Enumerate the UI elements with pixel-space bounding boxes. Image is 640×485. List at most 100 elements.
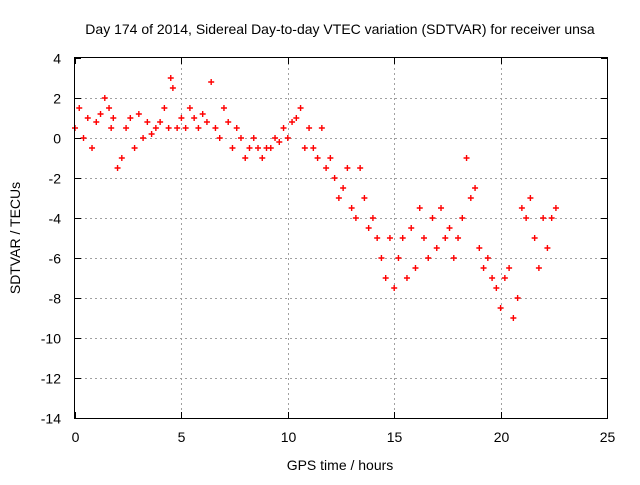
data-point — [514, 295, 521, 301]
data-point — [212, 125, 219, 131]
data-point — [246, 145, 253, 151]
data-point — [237, 135, 244, 141]
data-point — [420, 235, 427, 241]
data-point — [352, 215, 359, 221]
data-point — [446, 225, 453, 231]
x-axis: 0 5 10 15 20 25 — [72, 58, 616, 445]
data-point — [289, 119, 296, 125]
data-point — [310, 145, 317, 151]
data-point — [510, 315, 517, 321]
data-point — [518, 205, 525, 211]
y-tick-label: -8 — [49, 291, 62, 307]
data-point — [335, 195, 342, 201]
data-point — [348, 205, 355, 211]
data-point — [318, 125, 325, 131]
data-point — [110, 115, 117, 121]
data-point — [408, 225, 415, 231]
data-point — [89, 145, 96, 151]
y-tick-label: -12 — [41, 371, 61, 387]
data-point — [169, 85, 176, 91]
data-point — [382, 275, 389, 281]
data-point — [438, 205, 445, 211]
data-point — [455, 235, 462, 241]
y-tick-label: -4 — [49, 211, 62, 227]
data-point — [331, 175, 338, 181]
data-point — [118, 155, 125, 161]
data-point — [450, 255, 457, 261]
data-point — [463, 155, 470, 161]
data-point — [340, 185, 347, 191]
data-point — [97, 111, 104, 117]
data-point — [429, 215, 436, 221]
data-point — [506, 265, 513, 271]
x-tick-label: 15 — [387, 429, 403, 445]
y-tick-label: 2 — [53, 91, 61, 107]
data-point — [344, 165, 351, 171]
data-point — [403, 275, 410, 281]
data-point — [267, 145, 274, 151]
data-point — [378, 255, 385, 261]
x-tick-label: 25 — [600, 429, 616, 445]
x-tick-label: 10 — [281, 429, 297, 445]
data-point — [369, 215, 376, 221]
y-tick-label: -14 — [41, 411, 61, 427]
data-point — [106, 105, 113, 111]
data-point — [229, 145, 236, 151]
data-point — [203, 119, 210, 125]
data-point — [306, 125, 313, 131]
data-point — [161, 105, 168, 111]
data-point — [186, 105, 193, 111]
data-point — [225, 119, 232, 125]
data-point — [442, 235, 449, 241]
data-point — [323, 165, 330, 171]
data-point — [178, 115, 185, 121]
data-point — [167, 75, 174, 81]
data-point — [144, 119, 151, 125]
data-point — [157, 119, 164, 125]
data-point — [140, 135, 147, 141]
data-point — [480, 265, 487, 271]
data-point — [357, 165, 364, 171]
data-point — [523, 215, 530, 221]
data-point — [76, 105, 83, 111]
data-point — [135, 111, 142, 117]
data-point — [208, 79, 215, 85]
y-tick-label: -6 — [49, 251, 62, 267]
data-point — [293, 115, 300, 121]
plot-frame — [74, 57, 608, 419]
data-point — [114, 165, 121, 171]
y-axis: -14 -12 -10 -8 -6 -4 -2 0 2 4 — [41, 51, 607, 427]
data-point — [131, 145, 138, 151]
data-point — [314, 155, 321, 161]
data-point — [386, 235, 393, 241]
data-point — [182, 125, 189, 131]
data-point — [233, 125, 240, 131]
data-point — [80, 135, 87, 141]
data-point — [412, 265, 419, 271]
data-point — [467, 195, 474, 201]
data-point — [391, 285, 398, 291]
data-points — [72, 75, 559, 321]
data-point — [199, 111, 206, 117]
y-tick-label: -10 — [41, 331, 61, 347]
data-point — [327, 155, 334, 161]
data-point — [497, 305, 504, 311]
data-point — [123, 125, 130, 131]
data-point — [527, 195, 534, 201]
data-point — [535, 265, 542, 271]
data-point — [276, 139, 283, 145]
data-point — [174, 125, 181, 131]
data-point — [540, 215, 547, 221]
data-point — [301, 145, 308, 151]
data-point — [242, 155, 249, 161]
data-point — [361, 195, 368, 201]
data-point — [365, 225, 372, 231]
data-point — [416, 205, 423, 211]
data-point — [284, 135, 291, 141]
data-point — [399, 235, 406, 241]
data-point — [459, 215, 466, 221]
data-point — [531, 235, 538, 241]
data-point — [250, 135, 257, 141]
